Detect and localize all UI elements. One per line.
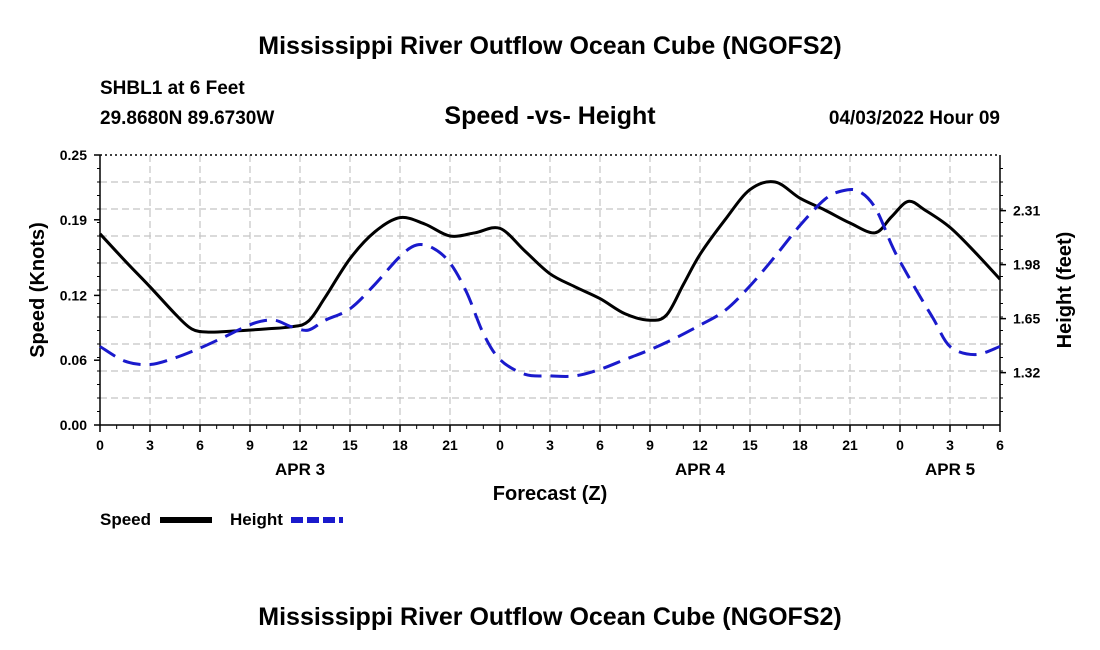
grid-lines	[100, 155, 1000, 425]
station-label: SHBL1 at 6 Feet	[100, 78, 245, 99]
x-tick-label: 0	[896, 437, 904, 453]
legend-label-height: Height	[230, 510, 283, 529]
y-tick-label: 0.06	[60, 352, 87, 368]
day-label: APR 3	[275, 460, 325, 479]
x-tick-label: 3	[546, 437, 554, 453]
legend-label-speed: Speed	[100, 510, 151, 529]
chart-title: Mississippi River Outflow Ocean Cube (NG…	[258, 32, 841, 60]
y-tick-label: 0.12	[60, 287, 87, 303]
x-tick-label: 6	[196, 437, 204, 453]
day-labels: APR 3 APR 4 APR 5	[275, 460, 975, 479]
x-axis-label: Forecast (Z)	[493, 483, 607, 505]
y2-tick-label: 1.98	[1013, 257, 1040, 273]
y-tick-label: 0.19	[60, 212, 87, 228]
y-tick-label: 0.25	[60, 147, 87, 163]
x-tick-label: 0	[496, 437, 504, 453]
x-tick-label: 3	[146, 437, 154, 453]
y-tick-label: 0.00	[60, 417, 87, 433]
x-tick-label: 0	[96, 437, 104, 453]
x-tick-label: 15	[742, 437, 758, 453]
x-tick-label: 12	[292, 437, 308, 453]
y2-tick-label: 1.32	[1013, 365, 1040, 381]
x-tick-label: 15	[342, 437, 358, 453]
x-axis-ticks: 0 3 6 9 12 15 18 21 0 3 6 9 12 15 18 21 0 3 6	[96, 425, 1004, 453]
x-tick-label: 12	[692, 437, 708, 453]
x-tick-label: 18	[392, 437, 408, 453]
x-tick-label: 3	[946, 437, 954, 453]
coordinates-label: 29.8680N 89.6730W	[100, 108, 274, 129]
series-lines	[98, 180, 1002, 378]
series-line-speed	[98, 180, 1002, 334]
day-label: APR 5	[925, 460, 975, 479]
chart-subtitle: Speed -vs- Height	[444, 102, 656, 130]
y2-tick-label: 2.31	[1013, 203, 1040, 219]
day-label: APR 4	[675, 460, 726, 479]
y2-tick-label: 1.65	[1013, 311, 1040, 327]
forecast-datetime: 04/03/2022 Hour 09	[829, 108, 1000, 129]
legend: Speed Height	[100, 510, 343, 529]
x-tick-label: 18	[792, 437, 808, 453]
series-line-height	[99, 187, 1001, 378]
x-tick-label: 9	[646, 437, 654, 453]
x-tick-label: 21	[442, 437, 458, 453]
y-axis-ticks: 0.00 0.06 0.12 0.19 0.25	[60, 147, 100, 433]
x-tick-label: 9	[246, 437, 254, 453]
x-tick-label: 21	[842, 437, 858, 453]
x-tick-label: 6	[996, 437, 1004, 453]
footer-title: Mississippi River Outflow Ocean Cube (NG…	[258, 603, 841, 631]
y2-axis-ticks: 1.32 1.65 1.98 2.31	[1000, 168, 1040, 412]
x-tick-label: 6	[596, 437, 604, 453]
y-axis-label: Speed (Knots)	[27, 222, 49, 358]
y2-axis-label: Height (feet)	[1054, 232, 1076, 349]
